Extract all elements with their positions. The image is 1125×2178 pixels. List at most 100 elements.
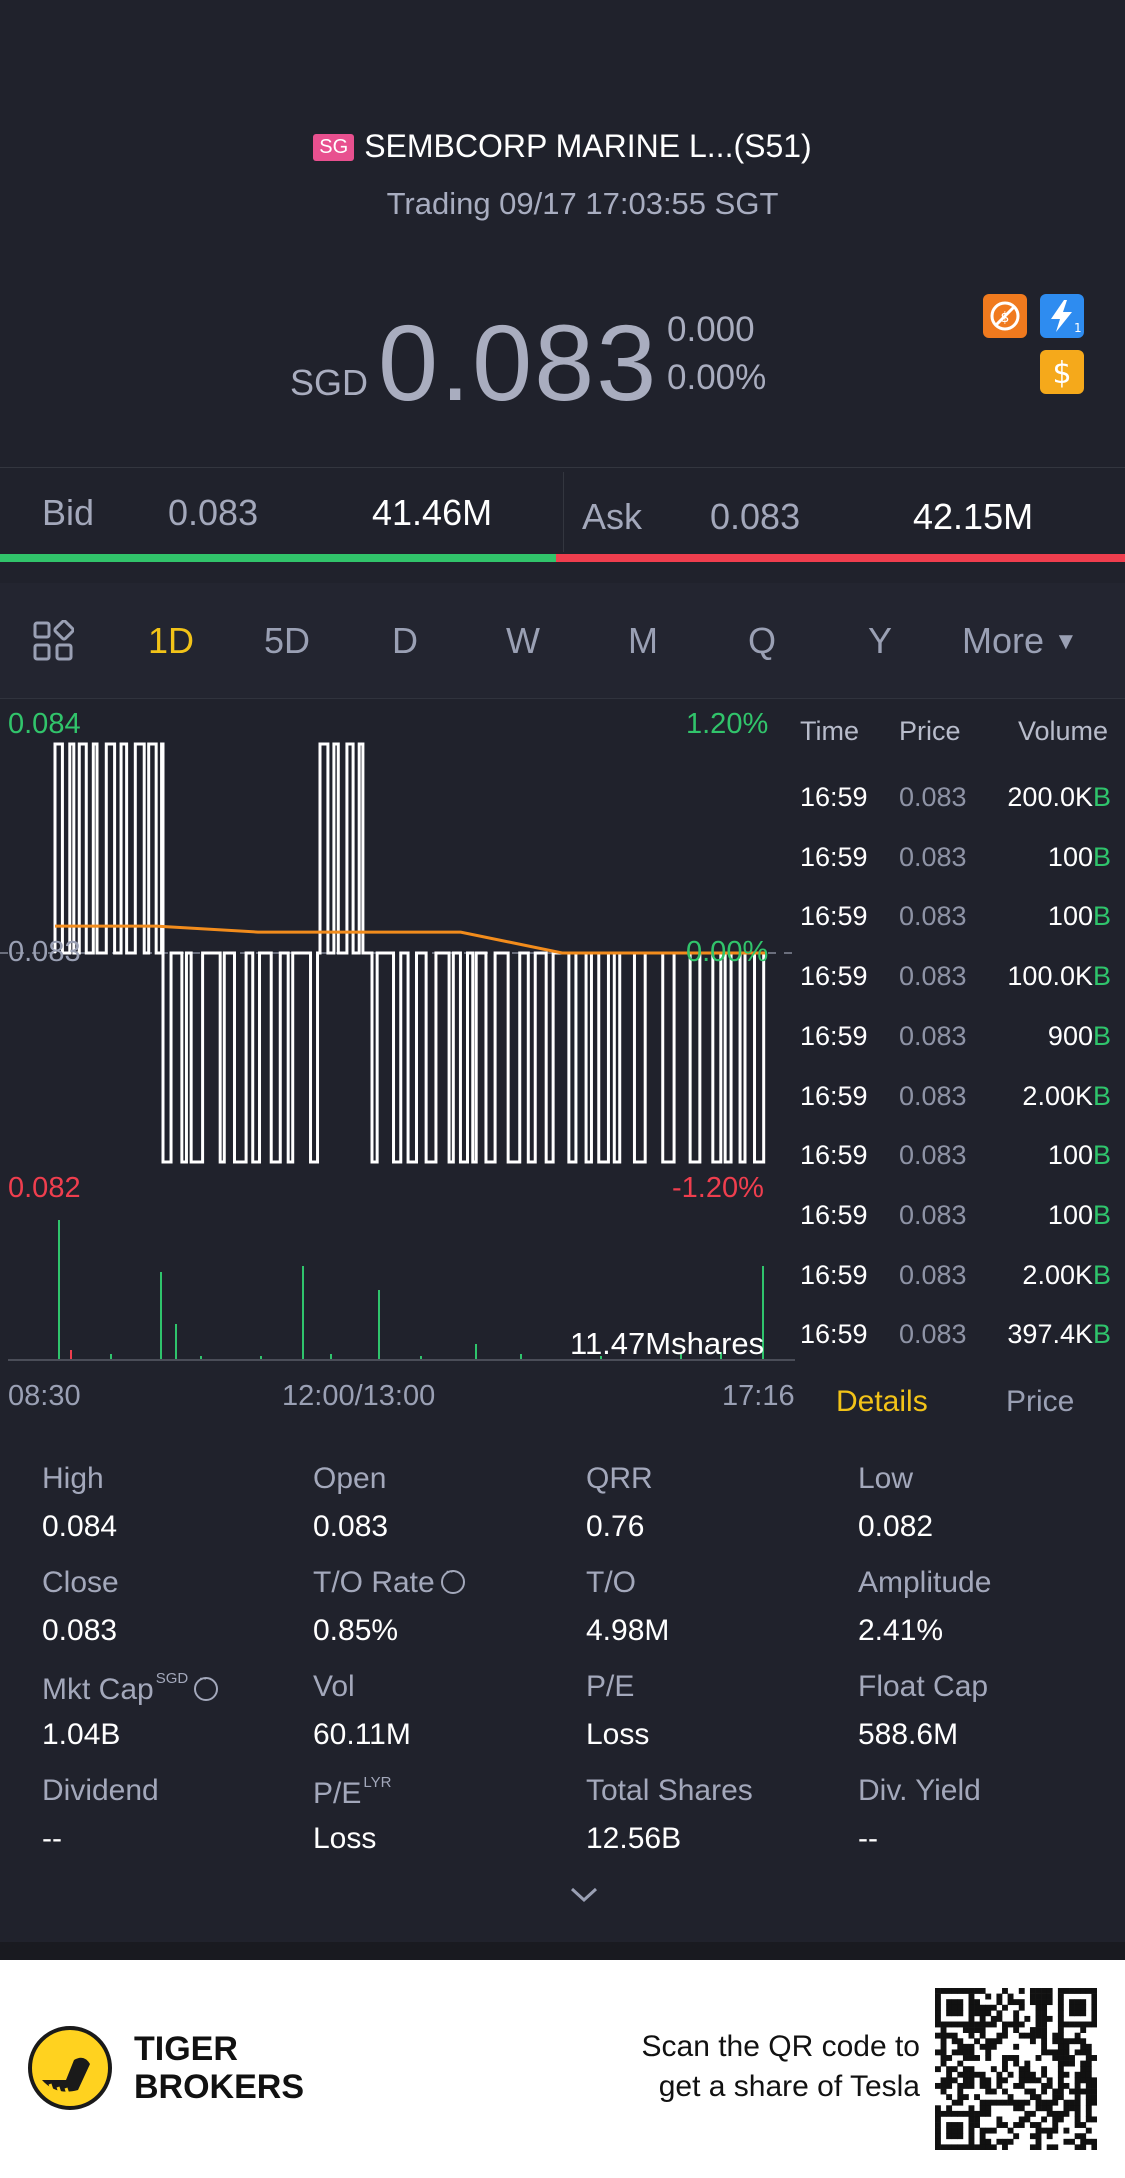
volume-bar [330, 1354, 332, 1360]
stock-title: SG SEMBCORP MARINE L...(S51) [0, 128, 1125, 165]
stat-total-shares-value: 12.56B [586, 1822, 682, 1855]
price-line [53, 742, 766, 1164]
price-change: 0.000 [667, 310, 755, 349]
stat-pe-value: Loss [586, 1718, 650, 1751]
stat-close-label: Close [42, 1566, 119, 1599]
volume-bar [600, 1356, 602, 1360]
tick-price: 0.083 [899, 1140, 967, 1171]
tick-time: 16:59 [800, 1259, 868, 1290]
ticks-header-time: Time [800, 716, 859, 746]
info-icon[interactable] [194, 1670, 219, 1701]
bid-price: 0.083 [168, 492, 259, 533]
divider [0, 467, 1125, 468]
stat-to-rate-label: T/O Rate [313, 1563, 465, 1600]
market-badge: SG [313, 134, 355, 161]
stat-to-rate-text: T/O Rate [313, 1566, 435, 1599]
tick-volume: 200.0KB [1007, 782, 1111, 812]
currency-label: SGD [290, 362, 369, 403]
y-mid-label: 0.083 [8, 936, 81, 968]
ask-size: 42.15M [913, 496, 1034, 537]
tick-price: 0.083 [899, 1020, 967, 1051]
tick-price: 0.083 [899, 1319, 967, 1350]
tick-time: 16:59 [800, 1140, 868, 1171]
ask-price: 0.083 [710, 496, 801, 537]
tick-time: 16:59 [800, 961, 868, 992]
tick-time: 16:59 [800, 782, 868, 812]
stat-close-value: 0.083 [42, 1614, 118, 1647]
average-price-line [55, 924, 765, 955]
tick-price: 0.083 [899, 1259, 967, 1290]
volume-bar [260, 1356, 262, 1360]
tick-volume: 2.00KB [1022, 1080, 1111, 1111]
tab-5d[interactable]: 5D [264, 620, 311, 661]
tick-volume: 900B [1047, 1020, 1111, 1051]
tab-m[interactable]: M [628, 620, 658, 661]
intraday-chart[interactable] [0, 700, 800, 1380]
tab-more-label: More [962, 620, 1045, 661]
ticks-header-price: Price [899, 716, 961, 746]
tick-price: 0.083 [899, 782, 967, 812]
stat-to-value: 4.98M [586, 1614, 670, 1647]
stat-to-label: T/O [586, 1566, 636, 1599]
stat-mktcap-value: 1.04B [42, 1718, 121, 1751]
tick-price: 0.083 [899, 1080, 967, 1111]
stat-mktcap-label: Mkt Cap SGD [42, 1670, 219, 1707]
tick-price: 0.083 [899, 961, 967, 992]
ask-strength-bar [556, 554, 1125, 562]
stat-open-label: Open [313, 1462, 387, 1495]
stat-mktcap-text: Mkt Cap [42, 1673, 154, 1706]
stock-name: SEMBCORP MARINE L...(S51) [364, 128, 812, 164]
tick-volume: 100.0KB [1007, 961, 1111, 992]
stat-total-shares-label: Total Shares [586, 1774, 753, 1807]
info-icon[interactable] [440, 1563, 465, 1594]
volume-bar [680, 1354, 682, 1360]
footer-divider [0, 1942, 1125, 1960]
chevron-down-icon[interactable] [566, 1884, 602, 1911]
tick-time: 16:59 [800, 1020, 868, 1051]
tick-price: 0.083 [899, 1199, 967, 1230]
currency-superscript: SGD [155, 1670, 189, 1687]
tab-1d[interactable]: 1D [148, 620, 195, 661]
lightning-icon[interactable]: 1 [1040, 294, 1084, 338]
stat-pe-lyr-value: Loss [313, 1822, 377, 1855]
volume-bar [58, 1220, 60, 1360]
stat-pe-label: P/E [586, 1670, 635, 1703]
tab-more[interactable]: More ▼ [962, 620, 1078, 662]
layout-grid-icon[interactable] [32, 619, 75, 667]
stat-dividend-label: Dividend [42, 1774, 159, 1807]
period-tabs [0, 583, 1125, 699]
volume-bar [200, 1356, 202, 1360]
stat-low-value: 0.082 [858, 1510, 934, 1543]
tick-volume: 100B [1047, 901, 1111, 932]
brand-line2: BROKERS [134, 2068, 305, 2106]
dollar-icon[interactable]: $ [1040, 350, 1084, 394]
tick-volume: 100B [1047, 1199, 1111, 1230]
volume-bar [70, 1350, 72, 1360]
stat-float-label: Float Cap [858, 1670, 989, 1703]
brand-line1: TIGER [134, 2030, 238, 2068]
tick-time: 16:59 [800, 1319, 868, 1350]
svg-text:1: 1 [1074, 321, 1082, 335]
pct-high-label: 1.20% [686, 708, 769, 740]
tab-details[interactable]: Details [836, 1385, 928, 1418]
stat-low-label: Low [858, 1462, 914, 1495]
volume-bar [302, 1266, 304, 1360]
stat-to-rate-value: 0.85% [313, 1614, 399, 1647]
tiger-logo-icon [26, 2024, 114, 2117]
stat-float-value: 588.6M [858, 1718, 959, 1751]
stat-qrr-label: QRR [586, 1462, 653, 1495]
tab-y[interactable]: Y [868, 620, 893, 661]
tab-w[interactable]: W [506, 620, 540, 661]
tab-d[interactable]: D [392, 620, 418, 661]
tick-time: 16:59 [800, 841, 868, 872]
no-short-icon[interactable]: $ [983, 294, 1027, 338]
tick-time: 16:59 [800, 1080, 868, 1111]
volume-bar [175, 1324, 177, 1360]
tab-price[interactable]: Price [1006, 1385, 1075, 1418]
tab-q[interactable]: Q [748, 620, 777, 661]
ticks-header-volume: Volume [1018, 716, 1109, 746]
qr-code-icon[interactable] [935, 1988, 1097, 2150]
volume-bar [378, 1290, 380, 1360]
volume-bars [58, 1220, 764, 1360]
stat-open-value: 0.083 [313, 1510, 389, 1543]
